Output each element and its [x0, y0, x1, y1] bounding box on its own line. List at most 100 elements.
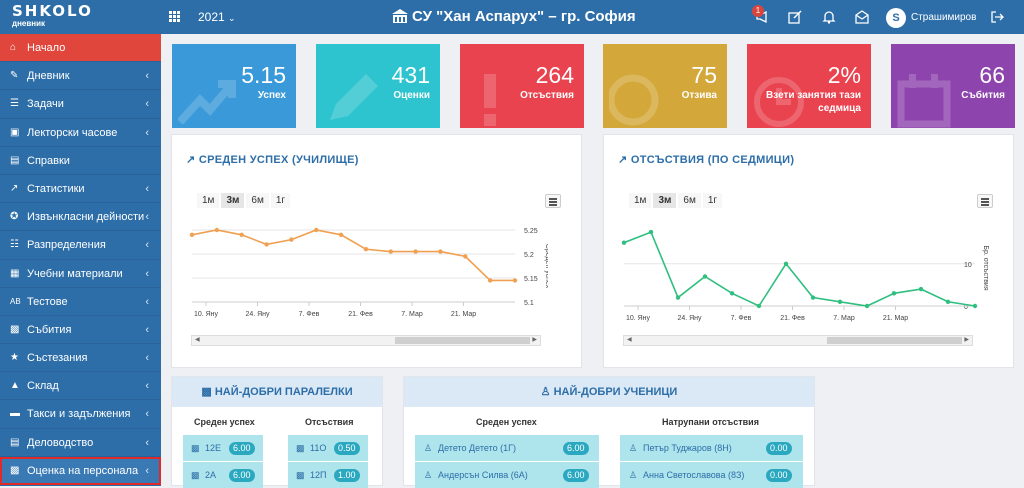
compose-icon[interactable] — [788, 10, 802, 24]
shkolo-logo[interactable]: SHKOLO дневник — [12, 4, 132, 32]
chart-menu-icon[interactable] — [545, 194, 561, 208]
data-point — [729, 291, 735, 296]
best-classes-title: ▩ НАЙ-ДОБРИ ПАРАЛЕЛКИ — [172, 377, 382, 407]
absences-chart-scrollbar[interactable]: ◀ ▶ — [623, 335, 973, 346]
sidebar-item-warehouse[interactable]: ▲ Склад ‹ — [0, 372, 161, 401]
x-tick-label: 21. Фев — [348, 311, 373, 318]
scroll-thumb[interactable] — [827, 337, 962, 344]
school-title: СУ "Хан Аспарух" – гр. София — [392, 8, 636, 25]
list-item[interactable]: ♙ Петър Туджаров (8Н) 0.00 — [620, 435, 803, 461]
stat-card-success[interactable]: 5.15 Успех — [172, 44, 296, 128]
sidebar-item-events[interactable]: ▩ Събития ‹ — [0, 316, 161, 345]
data-point — [972, 303, 978, 309]
zoom-6m-button[interactable]: 6м — [246, 193, 269, 208]
thumbs-icon — [609, 74, 659, 126]
sidebar-item-reports[interactable]: ▤ Справки — [0, 147, 161, 175]
home-icon: ⌂ — [10, 42, 17, 53]
class-name: 12П — [310, 470, 327, 480]
zoom-1m-button[interactable]: 1м — [197, 193, 220, 208]
scroll-right-icon[interactable]: ▶ — [964, 337, 969, 343]
list-item[interactable]: ♙ Детето Детето (1Г) 6.00 — [415, 435, 599, 461]
data-point — [702, 274, 708, 279]
list-item[interactable]: ▩ 12П 1.00 — [288, 462, 368, 488]
zoom-6m-button[interactable]: 6м — [678, 193, 701, 208]
sidebar-item-records[interactable]: ▤ Деловодство ‹ — [0, 429, 161, 457]
school-name: СУ "Хан Аспарух" – гр. София — [412, 8, 636, 25]
class-icon: ▩ — [201, 386, 212, 398]
sidebar-item-label: Лекторски часове — [27, 126, 118, 139]
data-point — [864, 303, 870, 309]
sidebar-item-label: Тестове — [27, 295, 68, 308]
sidebar-item-diary[interactable]: ✎ Дневник ‹ — [0, 62, 161, 91]
year-selector[interactable]: 2021 ⌄ — [198, 10, 236, 24]
sidebar-item-allocations[interactable]: ☷ Разпределения ‹ — [0, 231, 161, 260]
zoom-1m-button[interactable]: 1м — [629, 193, 652, 208]
clock-icon — [754, 77, 804, 127]
calendar-icon — [897, 74, 951, 128]
data-point — [621, 240, 627, 245]
chart-icon: ↗ — [10, 182, 19, 194]
sidebar-item-competitions[interactable]: ★ Състезания ‹ — [0, 344, 161, 373]
sidebar-item-tests[interactable]: AB Тестове ‹ — [0, 288, 161, 316]
stat-value: 66 — [979, 62, 1005, 88]
sidebar-item-label: Дневник — [27, 70, 70, 83]
apps-grid-icon[interactable] — [169, 11, 181, 23]
stat-value: 75 — [691, 62, 717, 88]
zoom-1y-button[interactable]: 1г — [270, 193, 291, 208]
stat-card-events[interactable]: 66 Събития — [891, 44, 1015, 128]
trophy-icon: ★ — [10, 352, 19, 364]
chevron-left-icon: ‹ — [145, 295, 149, 308]
data-point — [239, 232, 244, 237]
success-chart-scrollbar[interactable]: ◀ ▶ — [191, 335, 541, 346]
list-item[interactable]: ▩ 12Е 6.00 — [183, 435, 263, 461]
bell-icon[interactable] — [822, 10, 836, 24]
user-avatar[interactable]: S — [886, 8, 906, 28]
document-icon: ▤ — [10, 154, 20, 166]
tasks-icon: ☰ — [10, 98, 19, 110]
zoom-1y-button[interactable]: 1г — [702, 193, 723, 208]
envelope-icon[interactable] — [855, 10, 869, 24]
data-point — [487, 278, 493, 283]
stat-card-classes-taken[interactable]: 2% Взети занятия тази седмица — [747, 44, 871, 128]
list-item[interactable]: ▩ 11О 0.50 — [288, 435, 368, 461]
scroll-left-icon[interactable]: ◀ — [195, 337, 200, 343]
list-item[interactable]: ♙ Анна Светославова (8З) 0.00 — [620, 462, 803, 488]
best-students-panel: ♙ НАЙ-ДОБРИ УЧЕНИЦИ Среден успех Натрупа… — [403, 376, 815, 488]
sidebar-item-tasks[interactable]: ☰ Задачи ‹ — [0, 90, 161, 119]
x-tick-label: 24. Яну — [245, 311, 270, 318]
stat-card-grades[interactable]: 431 Оценки — [316, 44, 440, 128]
value-badge: 0.00 — [766, 469, 792, 482]
list-item[interactable]: ♙ Андерсън Силва (6А) 6.00 — [415, 462, 599, 488]
sidebar-item-lectures[interactable]: ▣ Лекторски часове ‹ — [0, 119, 161, 147]
sidebar-item-home[interactable]: ⌂ Начало — [0, 34, 161, 63]
chevron-left-icon: ‹ — [145, 239, 149, 252]
sidebar-item-statistics[interactable]: ↗ Статистики ‹ — [0, 175, 161, 204]
books-icon: ▦ — [10, 267, 20, 279]
sidebar-item-label: Деловодство — [27, 436, 94, 449]
sidebar-item-materials[interactable]: ▦ Учебни материали ‹ — [0, 260, 161, 288]
school-building-icon — [392, 9, 408, 23]
list-item[interactable]: ▩ 2А 6.00 — [183, 462, 263, 488]
panel-title: ↗ СРЕДЕН УСПЕХ (УЧИЛИЩЕ) — [186, 153, 359, 166]
scroll-left-icon[interactable]: ◀ — [627, 337, 632, 343]
x-tick-label: 7. Мар — [833, 315, 855, 322]
chevron-left-icon: ‹ — [145, 323, 149, 336]
sidebar-item-label: Такси и задължения — [27, 408, 131, 421]
stat-card-absences[interactable]: 264 Отсъствия — [460, 44, 584, 128]
scroll-right-icon[interactable]: ▶ — [532, 337, 537, 343]
sidebar-item-fees[interactable]: ▬ Такси и задължения ‹ — [0, 400, 161, 429]
stat-label: Взети занятия тази седмица — [766, 90, 861, 114]
absences-zoom-buttons: 1м 3м 6м 1г — [629, 193, 724, 208]
money-icon: ▬ — [10, 408, 20, 420]
logout-icon[interactable] — [990, 10, 1004, 24]
zoom-3m-button[interactable]: 3м — [653, 193, 677, 208]
y-tick-label: 10 — [964, 262, 972, 269]
zoom-3m-button[interactable]: 3м — [221, 193, 245, 208]
user-name[interactable]: Страшимиров — [911, 12, 977, 23]
sidebar-item-extracurricular[interactable]: ✪ Извънкласни дейности ‹ — [0, 203, 161, 232]
value-badge: 6.00 — [229, 469, 255, 482]
stat-card-feedback[interactable]: 75 Отзива — [603, 44, 727, 128]
sidebar-item-staff-evaluation[interactable]: ▩ Оценка на персонала ‹ — [0, 456, 161, 485]
scroll-thumb[interactable] — [395, 337, 530, 344]
chart-menu-icon[interactable] — [977, 194, 993, 208]
